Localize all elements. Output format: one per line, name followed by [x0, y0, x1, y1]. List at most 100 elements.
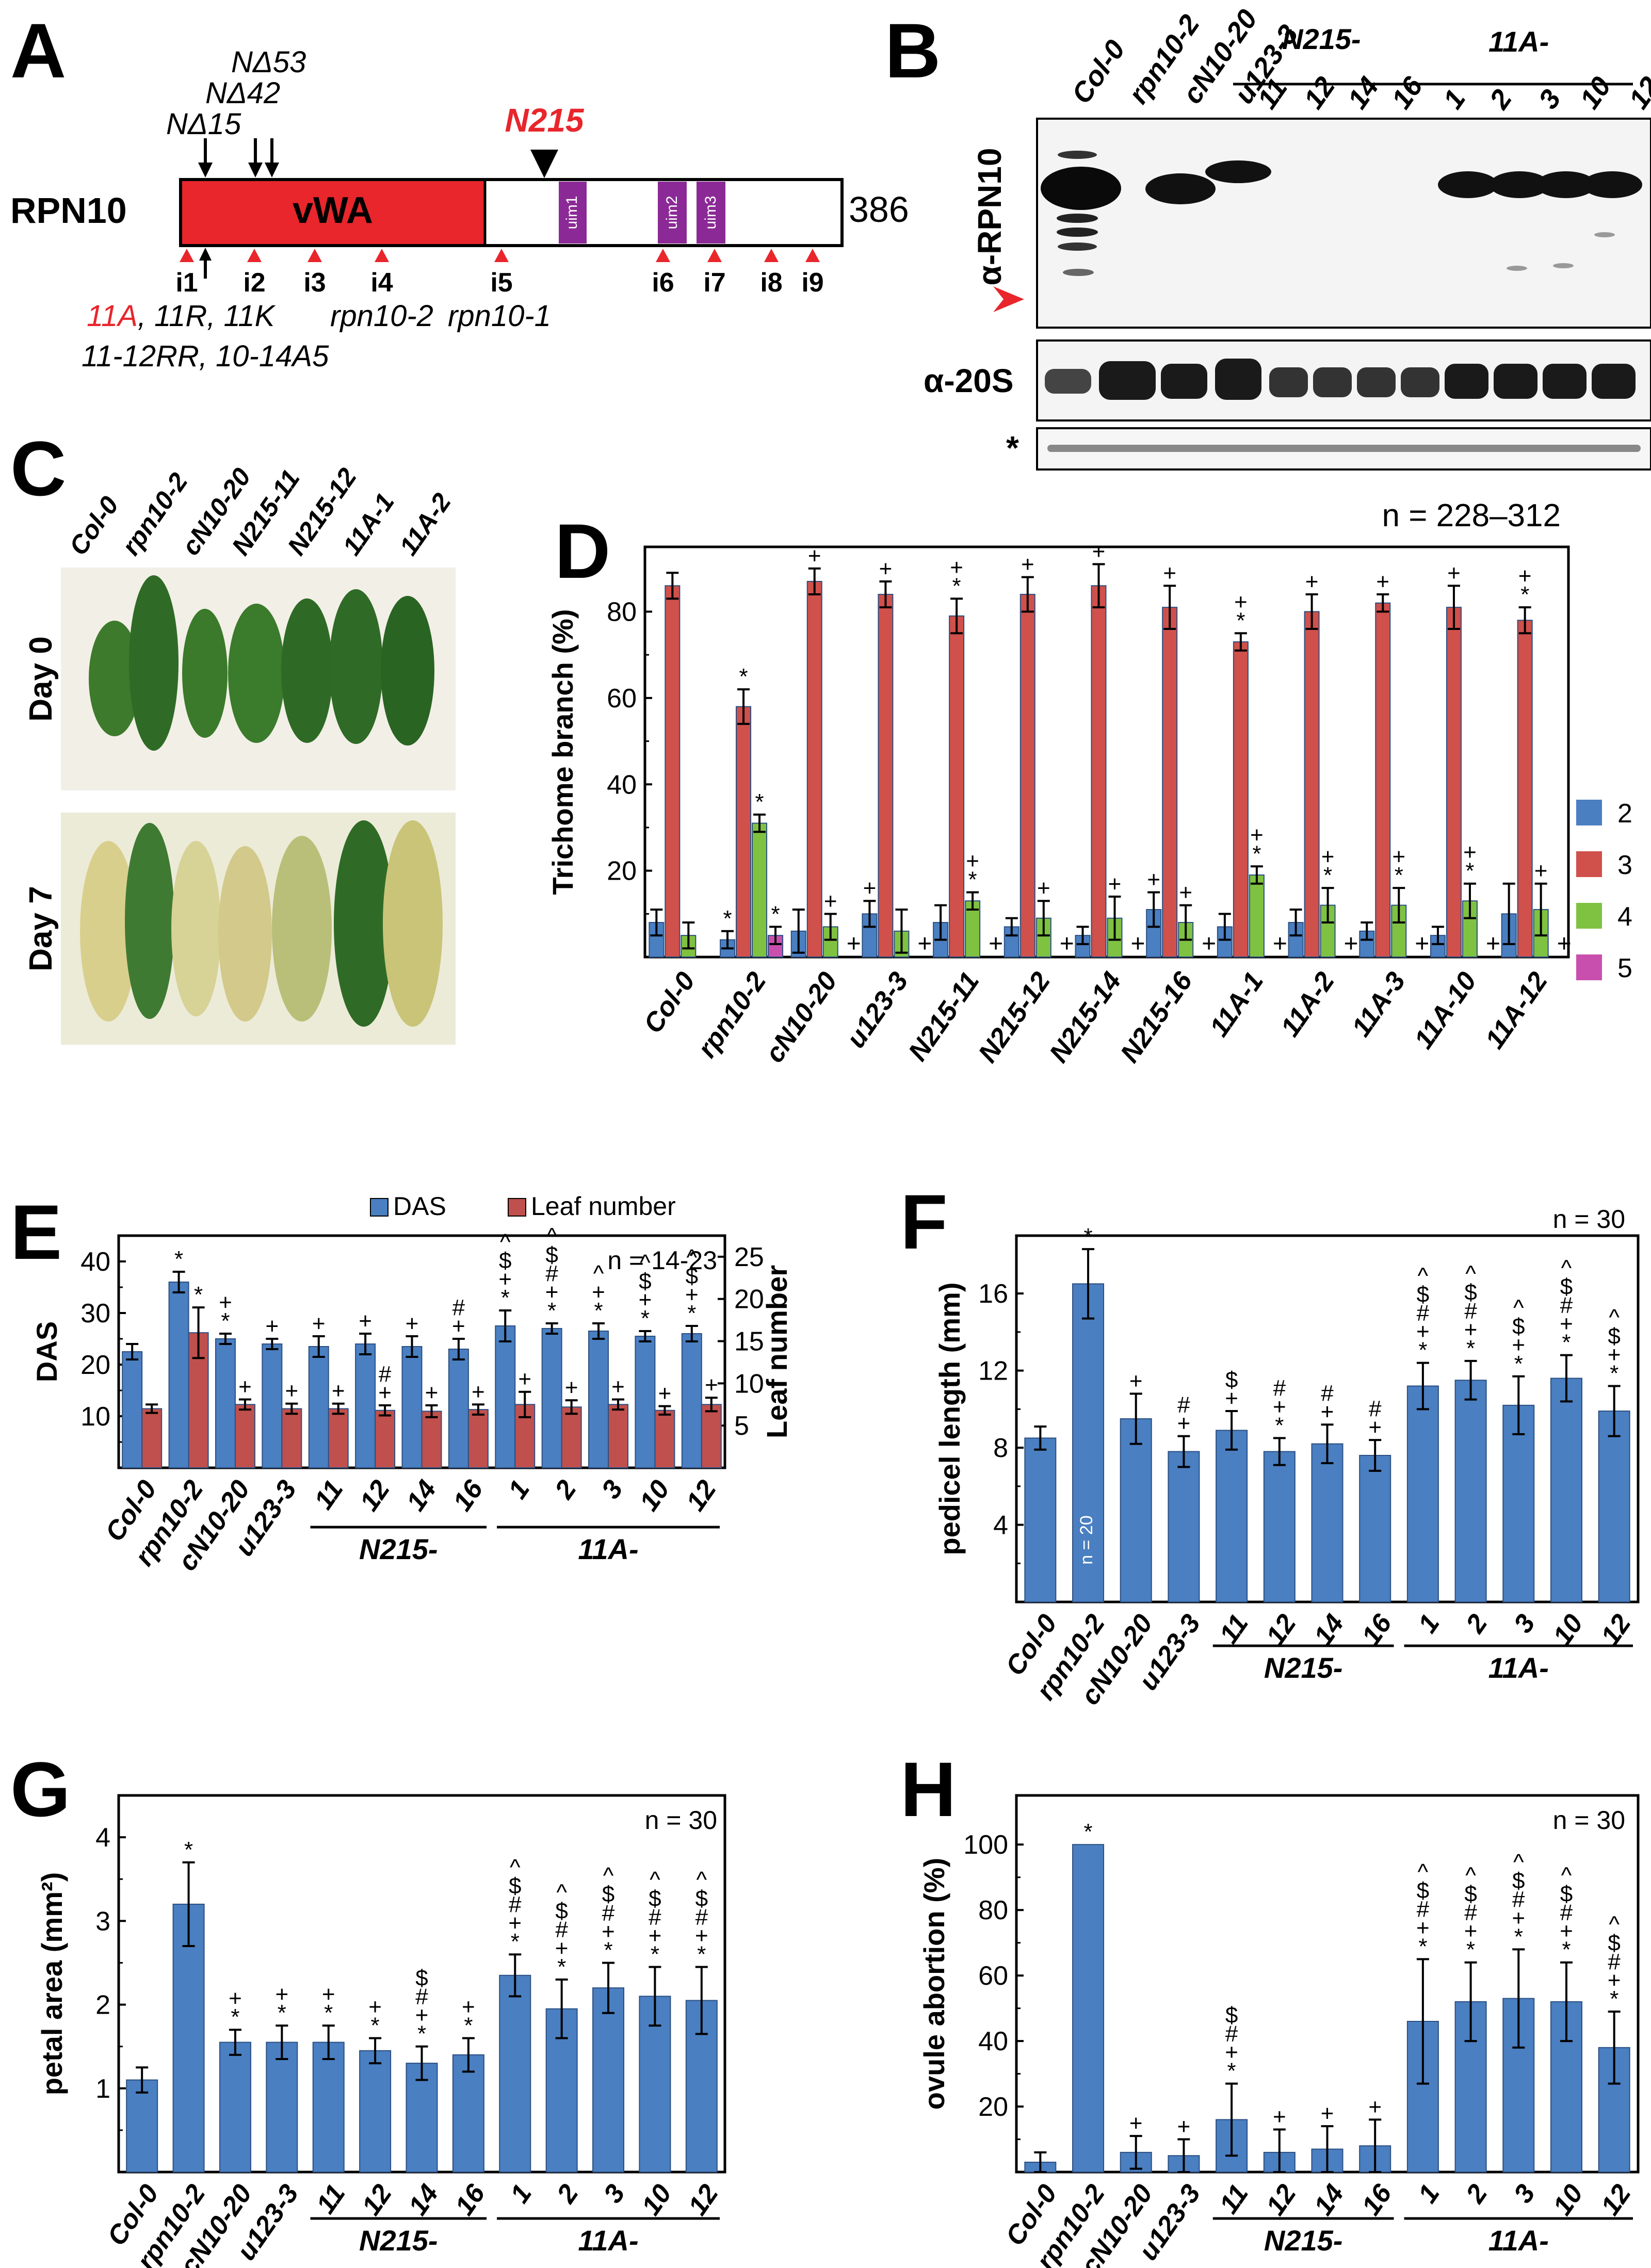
x-tick-label: 11 — [1213, 2179, 1254, 2219]
significance-mark: + — [1518, 563, 1532, 589]
y-tick-label: 40 — [607, 770, 637, 800]
protein-length: 386 — [849, 189, 909, 230]
significance-mark: # — [1225, 2021, 1238, 2046]
blot-20s-bands — [1045, 359, 1636, 400]
significance-mark: # — [1464, 1299, 1477, 1324]
y-tick-label: 60 — [978, 1961, 1008, 1991]
significance-mark: + — [1037, 876, 1050, 901]
y-tick-label: 20 — [978, 2092, 1008, 2122]
significance-mark: ^ — [1465, 1862, 1476, 1888]
significance-mark: + — [1344, 930, 1358, 958]
insertion-marker — [307, 249, 322, 262]
blot-lane-label: 10 — [1574, 71, 1617, 115]
leaf-lane-labels: Col-0rpn10-2cN10-20N215-11N215-1211A-111… — [63, 463, 457, 560]
x-tick-label: 2 — [551, 2179, 585, 2209]
blot-lane-label: 12 — [1298, 71, 1341, 115]
y-tick-label: 16 — [978, 1279, 1008, 1309]
deletion-arrows — [204, 138, 273, 165]
x-tick-label: 3 — [596, 1475, 629, 1504]
significance-mark: ^ — [1561, 1255, 1572, 1281]
n-label: n = 30 — [1553, 1806, 1625, 1835]
blot-group-11a: 11A- — [1488, 25, 1549, 58]
y-axis-label: petal area (mm²) — [36, 1872, 68, 2096]
group-label: 11A- — [1488, 1651, 1549, 1684]
significance-mark: * — [278, 2000, 286, 2026]
blot-rpn10-bands — [1041, 151, 1642, 276]
significance-mark: + — [847, 930, 861, 958]
panel-label-g: G — [10, 1746, 71, 1833]
significance-mark: # — [602, 1900, 615, 1925]
bar — [168, 1282, 189, 1468]
significance-mark: + — [1129, 2111, 1143, 2136]
bar — [635, 1336, 656, 1468]
blot-lane-label: 14 — [1342, 71, 1385, 115]
uim2-label: uim2 — [663, 196, 681, 229]
significance-mark: + — [705, 1372, 718, 1398]
bar — [328, 1408, 349, 1469]
blot-20s-label: α-20S — [924, 362, 1014, 399]
x-tick-label: 10 — [1547, 2179, 1589, 2221]
insertion-marker — [375, 249, 389, 262]
significance-mark: * — [1252, 841, 1261, 866]
significance-mark: + — [285, 1379, 298, 1404]
y-tick-label: 40 — [978, 2027, 1008, 2056]
significance-mark: # — [1608, 1949, 1621, 1974]
bar — [312, 2042, 345, 2173]
legend-swatch — [370, 1198, 389, 1217]
significance-mark: ^ — [1513, 1850, 1524, 1875]
insertion-label: i9 — [801, 268, 823, 298]
significance-mark: + — [1321, 2101, 1334, 2126]
legend-label: 5 — [1617, 953, 1632, 983]
insertion-label: i4 — [370, 268, 393, 298]
x-tick-label: 1 — [503, 1475, 536, 1504]
plot-frame — [643, 545, 1570, 959]
significance-mark: * — [1236, 608, 1245, 633]
significance-mark: * — [687, 1301, 696, 1326]
significance-mark: # — [1560, 1900, 1573, 1925]
y-tick-label: 80 — [978, 1896, 1008, 1925]
x-tick-label: 10 — [1547, 1609, 1589, 1651]
x-tick-label: 1 — [505, 2179, 538, 2209]
significance-mark: + — [1163, 560, 1176, 586]
panel-c: C Col-0rpn10-2cN10-20N215-11N215-1211A-1… — [10, 425, 457, 1045]
significance-mark: * — [1514, 1924, 1523, 1949]
bar — [281, 1408, 302, 1469]
significance-mark: * — [641, 1306, 650, 1331]
significance-mark: + — [649, 1923, 662, 1948]
x-tick-label: 11 — [311, 2179, 351, 2219]
x-tick-label: 16 — [449, 2179, 491, 2221]
bar — [654, 1410, 675, 1469]
x-tick-label: N215-16 — [1115, 966, 1199, 1068]
significance-mark: $ — [686, 1263, 698, 1289]
significance-mark: + — [368, 1994, 382, 2019]
bar — [401, 1346, 423, 1468]
significance-mark: + — [863, 876, 877, 901]
significance-mark: ^ — [1418, 1859, 1429, 1885]
insertion-marker — [764, 249, 779, 262]
bar — [1454, 1380, 1487, 1603]
group-label: N215- — [1264, 2224, 1343, 2257]
significance-mark: + — [518, 1367, 531, 1392]
significance-mark: + — [1560, 1311, 1573, 1337]
x-tick-label: 1 — [1413, 1609, 1446, 1639]
significance-mark: ^ — [1465, 1261, 1476, 1287]
significance-mark: + — [265, 1314, 279, 1339]
bar — [1359, 1455, 1391, 1602]
bar — [499, 1974, 531, 2173]
significance-mark: * — [771, 901, 780, 927]
n-label: n = 30 — [645, 1806, 717, 1835]
bar — [495, 1325, 516, 1468]
blot-lane-label: Col-0 — [1066, 35, 1131, 109]
y-tick-label: 3 — [95, 1906, 110, 1936]
y-tick-label: 60 — [607, 684, 637, 714]
significance-mark: * — [723, 906, 732, 931]
significance-mark: * — [1465, 858, 1474, 884]
y-tick-label: 4 — [95, 1823, 110, 1853]
bar — [1233, 641, 1249, 958]
significance-mark: + — [1416, 1319, 1430, 1344]
legend-swatch — [1576, 903, 1602, 929]
allele-11a: 11A — [87, 299, 138, 333]
significance-mark: $ — [1225, 1367, 1238, 1392]
truncation-label: N215 — [505, 102, 585, 139]
